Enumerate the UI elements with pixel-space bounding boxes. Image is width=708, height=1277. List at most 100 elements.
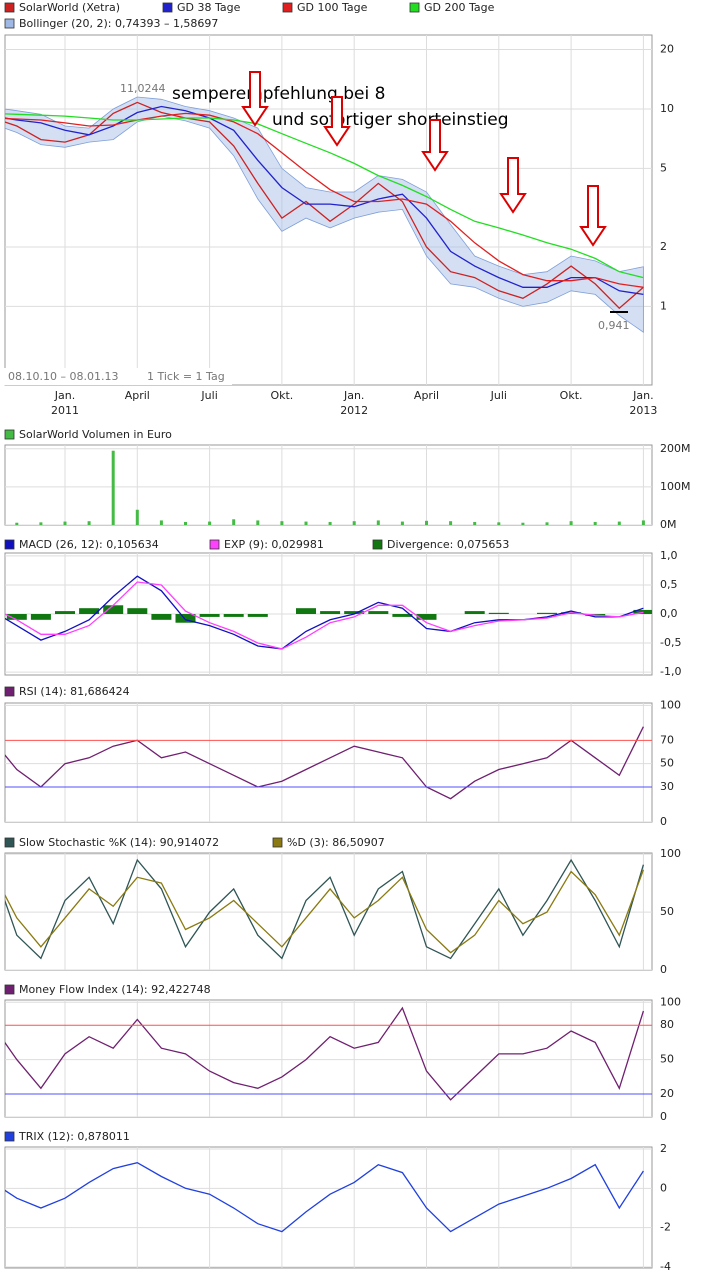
legend-label: RSI (14): 81,686424 <box>19 685 130 698</box>
series-line <box>5 101 644 310</box>
bar <box>175 614 196 623</box>
plot-frame <box>4 34 653 386</box>
legend-swatch <box>209 539 220 550</box>
bar <box>39 522 43 525</box>
bar <box>79 608 100 614</box>
arrow <box>499 157 527 214</box>
series-line <box>5 726 644 800</box>
arrow <box>579 185 607 247</box>
bar <box>232 519 236 525</box>
bollinger-band <box>5 96 644 333</box>
x-year-label: 2013 <box>629 404 657 417</box>
y-tick-label: 0 <box>660 815 667 828</box>
high-label: 11,0244 <box>120 82 166 95</box>
legend-label: Bollinger (20, 2): 0,74393 – 1,58697 <box>19 17 218 30</box>
bar <box>15 522 19 525</box>
x-tick-label: Juli <box>200 389 217 402</box>
x-tick-label: Okt. <box>560 389 583 402</box>
arrow <box>241 71 269 127</box>
bar <box>184 521 187 525</box>
bar <box>569 521 573 525</box>
bar <box>87 521 91 525</box>
plot-area <box>5 703 652 822</box>
y-tick-label: -1,0 <box>660 665 681 678</box>
series-line <box>5 581 644 650</box>
series-line <box>5 1162 644 1233</box>
plot-area <box>5 35 652 385</box>
bar <box>400 521 404 525</box>
level-label: 70 <box>660 733 674 746</box>
plot-area <box>5 1000 652 1117</box>
legend-swatch <box>4 539 15 550</box>
bar <box>521 522 525 525</box>
y-tick-label: 100 <box>660 847 681 860</box>
y-tick-label: 0 <box>660 1181 667 1194</box>
arrow <box>421 119 449 172</box>
bar <box>488 612 509 614</box>
x-tick-label: April <box>125 389 150 402</box>
y-tick-label: 100 <box>660 995 681 1008</box>
bar <box>344 611 365 614</box>
y-tick-label: 200M <box>660 442 691 455</box>
bar <box>392 614 413 617</box>
legend-label: GD 38 Tage <box>177 1 241 14</box>
y-tick-label: 100M <box>660 480 691 493</box>
y-tick-label: -0,5 <box>660 636 681 649</box>
y-tick-label: 50 <box>660 1053 674 1066</box>
y-tick-label: 100 <box>660 698 681 711</box>
y-tick-label: 0 <box>660 963 667 976</box>
legend-swatch <box>409 2 420 13</box>
bar <box>449 521 453 525</box>
plot-frame <box>4 702 653 823</box>
y-tick-label: 50 <box>660 905 674 918</box>
legend-label: GD 100 Tage <box>297 1 368 14</box>
plot-frame <box>4 999 653 1118</box>
plot-area <box>5 1147 652 1268</box>
bar <box>247 614 268 617</box>
level-label: 80 <box>660 1018 674 1031</box>
plot-frame <box>4 852 653 971</box>
bar <box>352 521 356 525</box>
tick-text: 1 Tick = 1 Tag <box>147 370 225 383</box>
series-line <box>5 113 644 279</box>
legend-swatch <box>4 984 15 995</box>
bar <box>464 611 485 614</box>
legend-swatch <box>282 2 293 13</box>
y-tick-label: 20 <box>660 43 674 56</box>
y-tick-label: 1,0 <box>660 549 678 562</box>
bar <box>425 520 428 525</box>
legend-label: %D (3): 86,50907 <box>287 836 385 849</box>
x-tick-label: Jan. <box>54 389 75 402</box>
bar <box>416 614 437 620</box>
bar <box>296 608 316 614</box>
x-year-label: 2011 <box>51 404 79 417</box>
legend-swatch <box>4 837 15 848</box>
note: und sofortiger shorteinstieg <box>272 110 509 130</box>
bar <box>497 522 501 525</box>
y-tick-label: 5 <box>660 161 667 174</box>
y-tick-label: 2 <box>660 1142 667 1155</box>
bar <box>0 614 3 617</box>
bar <box>545 522 549 525</box>
bar <box>199 614 220 617</box>
series-line <box>5 112 644 288</box>
arrow <box>323 96 351 147</box>
annotations: 08.10.10 – 08.01.13 1 Tick = 1 Tag 11,02… <box>4 71 630 385</box>
bar <box>537 612 557 614</box>
legend-label: TRIX (12): 0,878011 <box>18 1130 130 1143</box>
bar <box>304 521 308 525</box>
plot-area <box>0 553 652 675</box>
bar <box>593 521 597 525</box>
series-line <box>5 105 644 296</box>
y-tick-label: 1 <box>660 299 667 312</box>
legend-label: MACD (26, 12): 0,105634 <box>19 538 159 551</box>
plot-frame <box>4 1146 653 1269</box>
plot-frame <box>4 444 653 526</box>
y-tick-label: 10 <box>660 102 674 115</box>
bar <box>63 521 67 525</box>
y-tick-label: -4 <box>660 1260 671 1273</box>
bar <box>328 521 332 525</box>
bar <box>135 509 139 525</box>
